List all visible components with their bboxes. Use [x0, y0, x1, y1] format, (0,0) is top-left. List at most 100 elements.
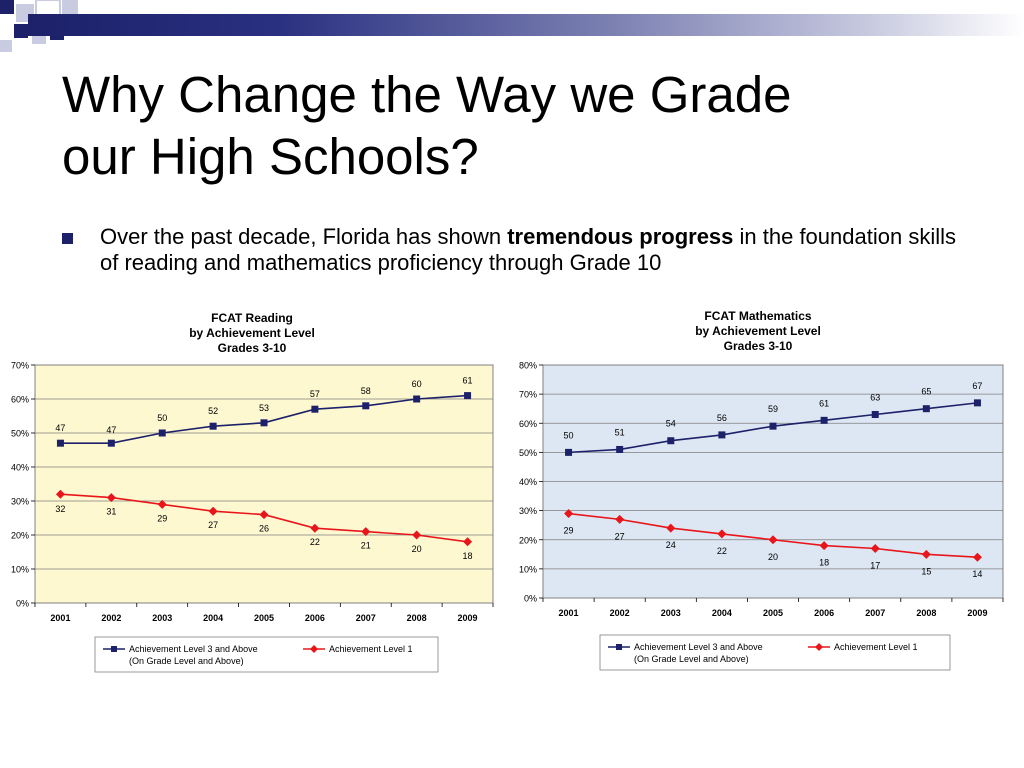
data-label: 29	[157, 513, 167, 523]
data-label: 32	[55, 504, 65, 514]
x-tick-label: 2002	[101, 613, 121, 623]
fcat-math-chart: FCAT Mathematics by Achievement Level Grad…	[505, 305, 1015, 680]
data-label: 54	[666, 419, 676, 429]
x-tick-label: 2007	[865, 608, 885, 618]
data-point-marker	[56, 439, 64, 447]
data-point-marker	[310, 523, 320, 533]
data-point-marker	[107, 439, 115, 447]
y-tick-label: 50%	[519, 448, 537, 458]
x-tick-label: 2006	[814, 608, 834, 618]
data-label: 58	[361, 386, 371, 396]
data-label: 50	[564, 430, 574, 440]
legend-label: Achievement Level 3 and Above	[634, 642, 763, 652]
data-label: 21	[361, 541, 371, 551]
data-point-marker	[718, 431, 726, 439]
data-label: 31	[106, 507, 116, 517]
data-point-marker	[717, 529, 727, 539]
data-point-marker	[209, 422, 217, 430]
x-tick-label: 2008	[407, 613, 427, 623]
data-label: 59	[768, 404, 778, 414]
data-label: 18	[463, 551, 473, 561]
data-point-marker	[922, 405, 930, 413]
x-tick-label: 2005	[763, 608, 783, 618]
x-tick-label: 2009	[967, 608, 987, 618]
data-label: 57	[310, 389, 320, 399]
data-point-marker	[208, 506, 218, 516]
legend-box	[94, 636, 439, 673]
data-label: 26	[259, 524, 269, 534]
x-tick-label: 2002	[610, 608, 630, 618]
deco-square	[62, 0, 78, 16]
data-label: 51	[615, 427, 625, 437]
y-tick-label: 10%	[11, 565, 29, 575]
legend-swatch-marker	[111, 646, 117, 652]
x-tick-label: 2008	[916, 608, 936, 618]
data-point-marker	[870, 543, 880, 553]
deco-square	[14, 24, 28, 38]
data-point-marker	[667, 437, 675, 445]
data-point-marker	[158, 429, 166, 437]
data-point-marker	[615, 514, 625, 524]
chart-title-line: FCAT Reading	[211, 311, 293, 325]
data-point-marker	[311, 405, 319, 413]
legend-label: Achievement Level 3 and Above	[129, 644, 258, 654]
data-label: 65	[921, 387, 931, 397]
chart-title-line: FCAT Mathematics	[704, 309, 811, 323]
y-tick-label: 70%	[11, 361, 29, 371]
slide-title-line: our High Schools?	[62, 128, 479, 185]
data-point-marker	[565, 448, 573, 456]
data-label: 61	[819, 398, 829, 408]
data-point-marker	[820, 416, 828, 424]
data-point-marker	[412, 530, 422, 540]
x-tick-label: 2004	[712, 608, 732, 618]
data-point-marker	[819, 541, 829, 551]
x-tick-label: 2001	[559, 608, 579, 618]
x-tick-label: 2009	[458, 613, 478, 623]
data-label: 52	[208, 406, 218, 416]
data-label: 20	[768, 552, 778, 562]
y-tick-label: 0%	[16, 599, 29, 609]
x-tick-label: 2003	[661, 608, 681, 618]
data-point-marker	[55, 489, 65, 499]
y-tick-label: 40%	[11, 463, 29, 473]
chart-title-line: Grades 3-10	[724, 339, 793, 353]
plot-area	[34, 364, 494, 604]
data-label: 27	[615, 531, 625, 541]
legend-swatch-marker	[310, 645, 318, 653]
data-label: 56	[717, 413, 727, 423]
data-label: 20	[412, 544, 422, 554]
y-tick-label: 80%	[519, 361, 537, 371]
y-tick-label: 40%	[519, 477, 537, 487]
data-label: 22	[310, 537, 320, 547]
data-point-marker	[666, 523, 676, 533]
x-tick-label: 2005	[254, 613, 274, 623]
data-label: 47	[106, 425, 116, 435]
data-label: 27	[208, 520, 218, 530]
legend-swatch-marker	[815, 643, 823, 651]
square-bullet-icon	[62, 233, 73, 244]
legend-label: (On Grade Level and Above)	[129, 656, 244, 666]
y-tick-label: 30%	[11, 497, 29, 507]
data-point-marker	[973, 399, 981, 407]
data-label: 22	[717, 546, 727, 556]
y-tick-label: 70%	[519, 390, 537, 400]
data-point-marker	[972, 552, 982, 562]
bullet-text-emphasis: tremendous progress	[507, 224, 734, 249]
data-point-marker	[768, 535, 778, 545]
data-point-marker	[871, 411, 879, 419]
chart-title-line: by Achievement Level	[695, 324, 821, 338]
y-tick-label: 10%	[519, 564, 537, 574]
bullet-text-plain: in the foundation skills of reading and …	[100, 224, 956, 275]
legend-swatch-marker	[616, 644, 622, 650]
x-tick-label: 2006	[305, 613, 325, 623]
x-tick-label: 2003	[152, 613, 172, 623]
data-label: 18	[819, 558, 829, 568]
x-tick-label: 2007	[356, 613, 376, 623]
y-tick-label: 50%	[11, 429, 29, 439]
y-tick-label: 0%	[524, 594, 537, 604]
data-label: 50	[157, 413, 167, 423]
data-label: 60	[412, 379, 422, 389]
y-tick-label: 60%	[11, 395, 29, 405]
y-tick-label: 30%	[519, 506, 537, 516]
